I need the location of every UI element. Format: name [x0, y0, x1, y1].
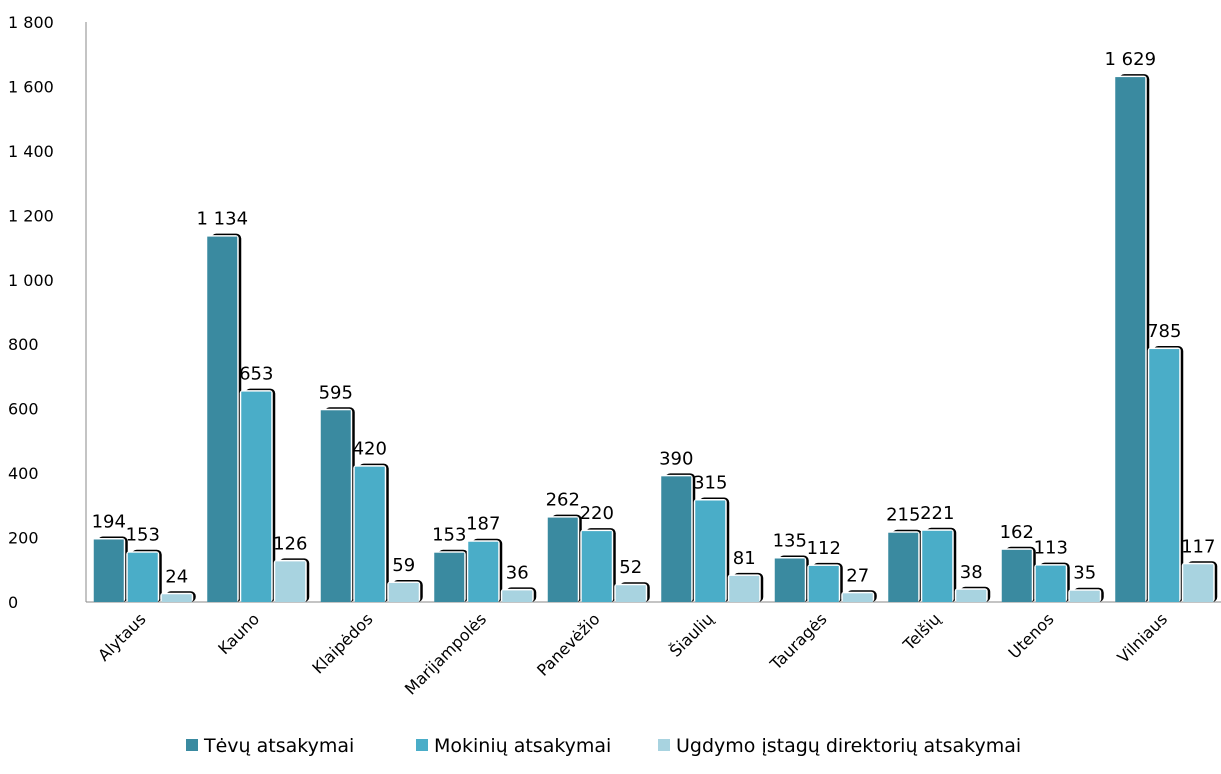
data-label: 221: [920, 503, 954, 524]
legend-swatch: [416, 739, 428, 751]
bar: [956, 589, 987, 602]
data-label: 36: [506, 562, 529, 583]
bar: [275, 561, 306, 602]
x-tick-label: Šiaulių: [666, 609, 717, 660]
bar: [581, 531, 612, 602]
bar: [729, 575, 760, 602]
data-label: 59: [392, 555, 415, 576]
legend-label: Tėvų atsakymai: [203, 735, 354, 757]
data-label: 785: [1147, 321, 1181, 342]
legend-swatch: [186, 739, 198, 751]
x-tick-label: Kauno: [214, 609, 263, 658]
bar: [922, 530, 953, 602]
data-label: 162: [1000, 522, 1034, 543]
bars-layer: [92, 74, 1218, 603]
bar: [842, 593, 873, 602]
data-label: 595: [319, 382, 353, 403]
legend: Tėvų atsakymai Mokinių atsakymai Ugdymo įs…: [186, 735, 1021, 757]
data-label: 187: [466, 514, 500, 535]
data-label: 24: [165, 566, 188, 587]
bar: [615, 585, 646, 602]
legend-label: Ugdymo įstagų direktorių atsakymai: [676, 735, 1021, 757]
data-label: 315: [693, 473, 727, 494]
data-label: 38: [960, 562, 983, 583]
y-tick-label: 400: [8, 464, 39, 483]
data-label: 262: [546, 490, 580, 511]
bar: [502, 590, 533, 602]
data-label: 215: [886, 505, 920, 526]
y-tick-label: 1 200: [8, 206, 54, 225]
y-tick-label: 1 400: [8, 142, 54, 161]
data-label: 35: [1073, 563, 1096, 584]
bar: [320, 410, 351, 602]
data-label: 1 134: [196, 209, 248, 230]
data-label: 653: [239, 364, 273, 385]
data-label: 153: [126, 525, 160, 546]
data-label: 420: [353, 439, 387, 460]
legend-label: Mokinių atsakymai: [434, 735, 611, 757]
data-label: 220: [580, 503, 614, 524]
x-tick-label: Vilniaus: [1114, 609, 1172, 667]
bar: [93, 539, 124, 602]
data-label: 27: [846, 565, 869, 586]
bar: [1115, 77, 1146, 603]
bar: [207, 236, 238, 602]
bar: [1001, 549, 1032, 602]
data-label: 52: [619, 557, 642, 578]
y-tick-label: 200: [8, 529, 39, 548]
y-tick-label: 1 000: [8, 271, 54, 290]
bar: [241, 391, 272, 602]
data-label: 135: [773, 531, 807, 552]
x-tick-label: Panevėžio: [533, 609, 603, 679]
bar: [388, 582, 419, 602]
data-label: 153: [432, 525, 466, 546]
y-tick-label: 1 600: [8, 77, 54, 96]
y-tick-label: 800: [8, 335, 39, 354]
legend-swatch: [658, 739, 670, 751]
bar: [1035, 565, 1066, 602]
x-tick-label: Tauragės: [766, 609, 831, 674]
x-tick-label: Utenos: [1004, 609, 1057, 662]
bar: [468, 541, 499, 602]
bar: [1149, 349, 1180, 602]
data-label: 390: [659, 448, 693, 469]
y-tick-label: 1 800: [8, 13, 54, 32]
bar: [354, 466, 385, 602]
data-label: 194: [92, 511, 126, 532]
y-tick-label: 0: [8, 593, 18, 612]
bar: [808, 565, 839, 602]
bar: [888, 532, 919, 602]
data-label: 112: [807, 538, 841, 559]
data-label: 126: [273, 533, 307, 554]
bar: [1069, 590, 1100, 602]
data-label: 117: [1181, 536, 1215, 557]
x-tick-label: Klaipėdos: [308, 609, 376, 677]
bar: [661, 476, 692, 602]
data-label: 81: [733, 548, 756, 569]
bar: [774, 558, 805, 602]
bar: [161, 594, 192, 602]
bar: [434, 552, 465, 602]
bar: [547, 517, 578, 602]
data-label: 113: [1034, 538, 1068, 559]
y-tick-label: 600: [8, 400, 39, 419]
bar: [1183, 564, 1214, 602]
bar: [127, 552, 158, 602]
x-tick-label: Marijampolės: [401, 609, 490, 698]
data-label: 1 629: [1104, 49, 1156, 70]
bar: [695, 500, 726, 602]
x-tick-label: Telšių: [899, 609, 944, 654]
x-tick-label: Alytaus: [94, 609, 149, 664]
